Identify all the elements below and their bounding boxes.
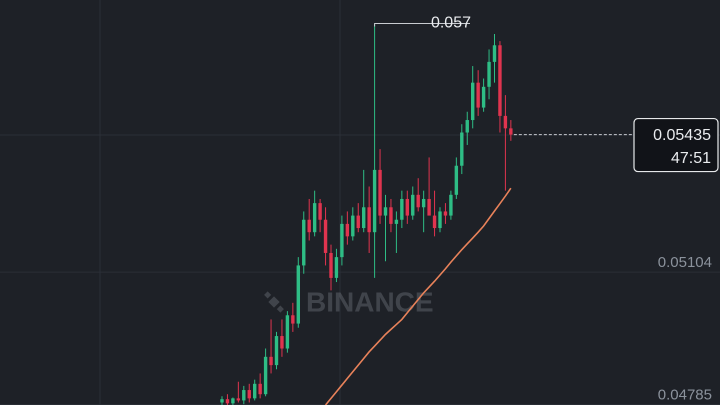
- candle-body: [449, 194, 453, 216]
- candle-body: [340, 223, 344, 258]
- candle-body: [503, 115, 508, 129]
- candle-body: [302, 219, 306, 266]
- y-tick-label: 0.05104: [658, 254, 712, 271]
- candle-body: [443, 211, 448, 216]
- candle-body: [318, 203, 322, 220]
- moving-average: [324, 187, 512, 405]
- candle-body: [367, 207, 371, 233]
- candle-body: [356, 215, 360, 229]
- candle-body: [427, 198, 431, 216]
- candle-body: [438, 211, 442, 229]
- high-leader: [374, 23, 470, 27]
- candle-body: [225, 399, 230, 404]
- high-label: 0.057: [431, 15, 471, 32]
- last-price-label: 0.05435: [653, 127, 711, 144]
- candle-body: [220, 399, 224, 403]
- candle-body: [312, 203, 317, 233]
- candle-body: [280, 336, 284, 349]
- candle-body: [432, 215, 437, 229]
- candle-body: [498, 45, 502, 116]
- candle-body: [460, 132, 464, 166]
- candle-body: [242, 390, 246, 401]
- candle-body: [296, 265, 300, 324]
- candle-body: [253, 383, 257, 399]
- y-tick-label: 0.04785: [658, 387, 712, 404]
- watermark-text: BINANCE: [306, 286, 434, 317]
- candle-body: [405, 198, 409, 216]
- candle-body: [263, 356, 268, 395]
- candle-body: [274, 336, 279, 366]
- candle-body: [416, 194, 420, 208]
- candle-body: [247, 390, 251, 399]
- candle-body: [236, 398, 241, 401]
- candle-body: [421, 198, 426, 208]
- candle-body: [471, 82, 475, 121]
- last-price-box: [633, 117, 719, 173]
- watermark: BINANCE: [264, 286, 434, 317]
- candle-body: [258, 383, 262, 395]
- candle-body: [476, 82, 480, 108]
- candle-body: [307, 219, 311, 233]
- candle-body: [329, 252, 333, 278]
- candle-body: [492, 45, 497, 62]
- candle-body: [362, 207, 366, 229]
- candle-body: [334, 257, 339, 278]
- countdown-label: 47:51: [671, 150, 711, 167]
- candle-body: [411, 194, 415, 216]
- candle-body: [465, 120, 469, 133]
- candle-body: [291, 315, 295, 324]
- candle-body: [389, 207, 393, 224]
- candle-body: [378, 169, 382, 216]
- candle-body: [323, 219, 328, 253]
- candle-body: [269, 356, 273, 366]
- candle-body: [487, 61, 491, 87]
- candle-body: [231, 398, 235, 404]
- candle-body: [400, 198, 404, 220]
- candle-body: [372, 169, 377, 233]
- candle-body: [383, 207, 388, 216]
- candle-body: [509, 128, 513, 135]
- candle-body: [454, 165, 459, 195]
- candle-body: [351, 215, 355, 237]
- candle-body: [394, 219, 399, 224]
- candle-body: [481, 86, 486, 108]
- candle-body: [345, 223, 350, 237]
- candle-body: [285, 315, 290, 349]
